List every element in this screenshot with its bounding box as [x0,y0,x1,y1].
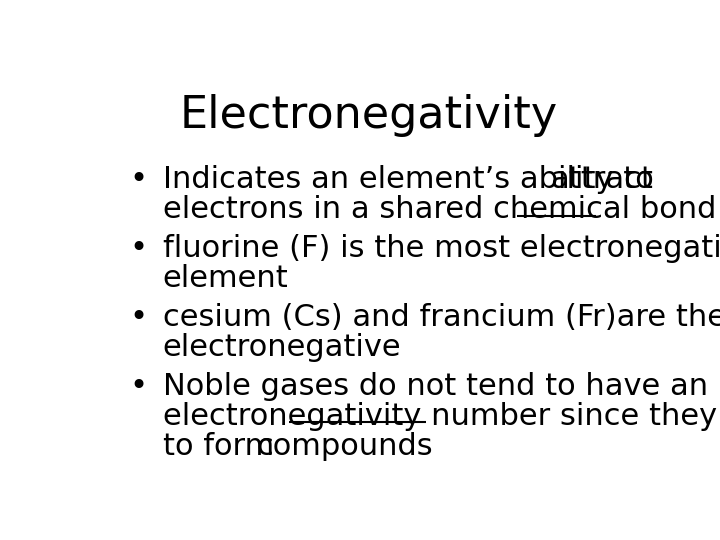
Text: cesium (Cs) and francium (Fr)are the least: cesium (Cs) and francium (Fr)are the lea… [163,302,720,332]
Text: •: • [129,302,147,332]
Text: •: • [129,234,147,262]
Text: element: element [163,264,288,293]
Text: electronegative: electronegative [163,333,401,362]
Text: Noble gases do not tend to have an: Noble gases do not tend to have an [163,372,708,401]
Text: compounds: compounds [256,433,433,461]
Text: electronegativity number since they tend not: electronegativity number since they tend… [163,402,720,431]
Text: •: • [129,372,147,401]
Text: electrons in a shared chemical bond: electrons in a shared chemical bond [163,195,716,224]
Text: attract: attract [550,165,653,194]
Text: Indicates an element’s ability to: Indicates an element’s ability to [163,165,663,194]
Text: Electronegativity: Electronegativity [180,94,558,137]
Text: fluorine (F) is the most electronegative: fluorine (F) is the most electronegative [163,234,720,262]
Text: to form: to form [163,433,284,461]
Text: •: • [129,165,147,194]
